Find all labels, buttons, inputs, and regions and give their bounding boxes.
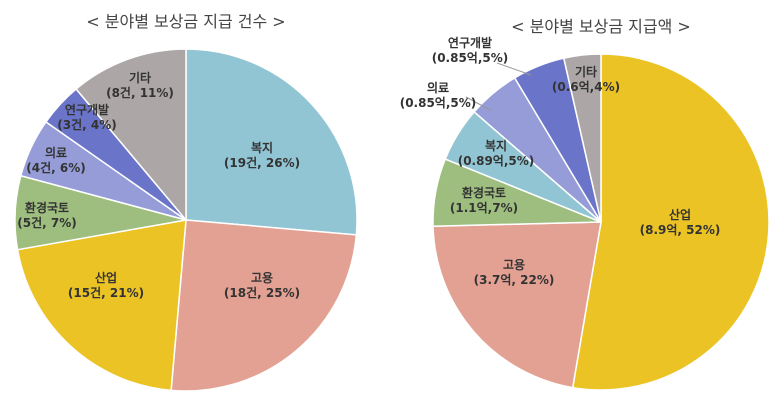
slice-label-1-5: 연구개발 (0.85억,5%) xyxy=(432,35,509,65)
slice-label-category: 고용 xyxy=(503,257,525,272)
slice-label-category: 복지 xyxy=(485,138,507,153)
slice-label-1-3: 복지 (0.89억,5%) xyxy=(458,138,535,168)
slice-label-1-6: 기타 (0.6억,4%) xyxy=(552,64,620,94)
slice-label-category: 연구개발 xyxy=(448,35,492,50)
slice-label-1-2: 환경국토 (1.1억,7%) xyxy=(450,185,518,215)
slice-label-value: (0.85억,5%) xyxy=(400,96,477,110)
slice-label-category: 기타 xyxy=(575,64,597,79)
slice-label-category: 의료 xyxy=(427,80,449,95)
slice-label-category: 산업 xyxy=(95,270,117,285)
slice-label-category: 복지 xyxy=(251,140,273,155)
pie-slice-0-6 xyxy=(75,48,187,223)
slice-label-value: (0.85억,5%) xyxy=(432,51,509,65)
pie-slice-0-1 xyxy=(170,219,358,392)
slice-label-0-5: 연구개발 (3건, 4%) xyxy=(57,102,116,132)
slice-label-0-1: 고용 (18건, 25%) xyxy=(224,270,300,300)
slice-label-1-4: 의료 (0.85억,5%) xyxy=(400,80,477,110)
slice-label-value: (0.89억,5%) xyxy=(458,154,535,168)
pie-slice-0-2 xyxy=(16,219,187,392)
slice-label-value: (5건, 7%) xyxy=(17,215,76,230)
slice-label-category: 기타 xyxy=(129,70,151,85)
pie-amount-by-field: 산업 (8.9억, 52%) 고용 (3.7억, 22%) 환경국토 (1.1억,7%) 복… xyxy=(400,35,770,391)
slice-label-value: (18건, 25%) xyxy=(224,285,300,300)
slice-label-category: 의료 xyxy=(45,145,67,160)
slice-label-value: (1.1억,7%) xyxy=(450,201,518,215)
leader-line-1-4 xyxy=(465,96,493,112)
pie-slice-1-1 xyxy=(432,221,602,389)
slice-label-value: (15건, 21%) xyxy=(68,285,144,300)
chart-title-amount: < 분야별 보상금 지급액 > xyxy=(511,17,691,36)
slice-label-value: (19건, 26%) xyxy=(224,155,300,170)
slice-label-value: (3건, 4%) xyxy=(57,117,116,132)
slice-label-category: 연구개발 xyxy=(65,102,109,117)
slice-label-0-3: 환경국토 (5건, 7%) xyxy=(17,200,76,230)
slice-label-category: 환경국토 xyxy=(462,185,506,200)
leader-line-1-5 xyxy=(496,62,532,76)
pie-count-by-field: 복지 (19건, 26%) 고용 (18건, 25%) 산업 (15건, 21%) 환경국토… xyxy=(14,48,358,392)
slice-label-value: (8.9억, 52%) xyxy=(640,223,721,237)
slice-label-0-4: 의료 (4건, 6%) xyxy=(26,145,85,175)
pie-slice-0-0 xyxy=(185,48,358,236)
slice-label-category: 환경국토 xyxy=(25,200,69,215)
pie-slice-1-0 xyxy=(571,53,770,391)
slice-label-value: (3.7억, 22%) xyxy=(474,273,555,287)
slice-label-1-1: 고용 (3.7억, 22%) xyxy=(474,257,555,287)
slice-label-category: 산업 xyxy=(669,207,691,222)
slice-label-category: 고용 xyxy=(251,270,273,285)
pie-slice-1-6 xyxy=(562,53,602,223)
slice-label-0-2: 산업 (15건, 21%) xyxy=(68,270,144,300)
slice-label-0-6: 기타 (8건, 11%) xyxy=(106,70,174,100)
slice-label-value: (8건, 11%) xyxy=(106,85,174,100)
slice-label-1-0: 산업 (8.9억, 52%) xyxy=(640,207,721,237)
slice-label-value: (4건, 6%) xyxy=(26,160,85,175)
slice-label-value: (0.6억,4%) xyxy=(552,80,620,94)
slice-label-0-0: 복지 (19건, 26%) xyxy=(224,140,300,170)
chart-title-count: < 분야별 보상금 지급 건수 > xyxy=(86,12,285,31)
